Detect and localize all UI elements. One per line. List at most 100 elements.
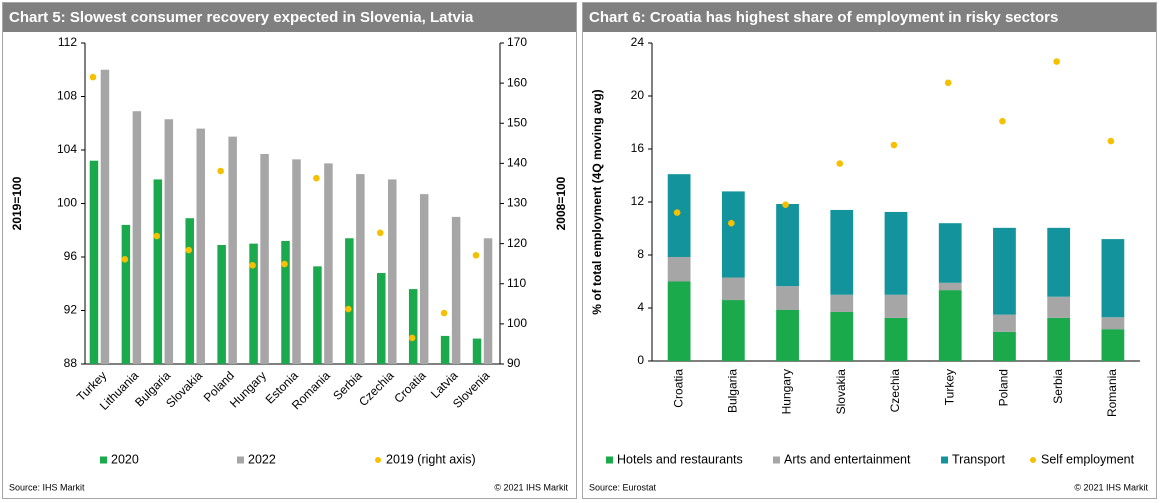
y2-tick-label: 110 — [507, 276, 526, 290]
dot — [408, 334, 416, 342]
bar — [472, 338, 482, 364]
bar-segment — [776, 286, 799, 310]
bar-segment — [884, 211, 908, 295]
bar-segment — [884, 317, 908, 361]
y-axis-label: 2019=100 — [10, 176, 24, 230]
legend-label: Transport — [952, 452, 1006, 466]
bar-segment — [776, 203, 799, 287]
bar-segment — [993, 227, 1016, 315]
bar — [483, 238, 493, 364]
bar-segment — [667, 281, 691, 361]
dot — [376, 229, 384, 237]
x-tick-label: Slovakia — [163, 368, 205, 410]
y2-tick-label: 160 — [507, 75, 527, 89]
bar-segment — [830, 311, 854, 361]
legend-label: Self employment — [1041, 452, 1135, 466]
bar-segment — [884, 294, 908, 318]
y-tick-label: 104 — [57, 142, 77, 156]
y-tick-label: 108 — [57, 89, 77, 103]
dot — [782, 201, 789, 208]
dot — [313, 174, 320, 182]
bar — [185, 218, 194, 364]
panel-border — [2, 2, 577, 499]
dot — [121, 255, 129, 263]
dot — [1053, 58, 1060, 65]
dot — [185, 246, 193, 254]
source: Source: IHS Markit — [9, 482, 85, 492]
bar — [260, 154, 269, 364]
y2-tick-label: 90 — [507, 356, 521, 370]
bar-segment — [1047, 317, 1071, 361]
bar — [196, 128, 205, 364]
bar-segment — [1101, 239, 1125, 318]
y-tick-label: 12 — [631, 194, 645, 208]
y-axis-label: % of total employment (4Q moving avg) — [590, 89, 604, 314]
y-tick-label: 20 — [631, 88, 645, 102]
source: Source: Eurostat — [589, 482, 657, 492]
x-tick-label: Poland — [997, 369, 1011, 406]
x-tick-label: Bulgaria — [726, 369, 740, 413]
bar — [228, 136, 237, 364]
dot — [1107, 137, 1115, 145]
bar-segment — [938, 223, 962, 283]
x-tick-label: Slovakia — [834, 369, 848, 415]
bar-segment — [993, 314, 1016, 332]
y2-tick-label: 130 — [507, 196, 527, 210]
bar — [164, 119, 174, 364]
legend-label: 2019 (right axis) — [386, 452, 476, 466]
dot — [217, 167, 224, 175]
y2-tick-label: 170 — [507, 35, 527, 49]
legend-label: Hotels and restaurants — [617, 452, 743, 466]
bar — [89, 160, 99, 364]
y2-tick-label: 150 — [507, 115, 527, 129]
bar — [292, 159, 301, 364]
bar-segment — [938, 290, 962, 361]
panel-border — [582, 2, 1157, 499]
legend-marker — [606, 456, 613, 464]
bar — [153, 179, 163, 364]
chart-title: Chart 6: Croatia has highest share of em… — [589, 9, 1058, 26]
bar-segment — [1047, 296, 1071, 318]
y-tick-label: 100 — [57, 196, 77, 210]
dot — [673, 209, 681, 216]
y2-tick-label: 140 — [507, 156, 527, 170]
dot — [345, 305, 352, 313]
bar — [388, 179, 397, 364]
dot — [944, 79, 952, 87]
y-tick-label: 96 — [64, 249, 78, 263]
bar — [132, 111, 142, 365]
y2-axis-label: 2008=100 — [554, 176, 568, 230]
bar-segment — [938, 282, 962, 291]
header-bar — [583, 3, 1156, 32]
dot — [472, 251, 480, 259]
x-tick-label: Croatia — [671, 369, 685, 408]
bar — [281, 240, 290, 364]
bar-segment — [993, 331, 1016, 361]
bar-segment — [1101, 329, 1125, 361]
dot — [836, 160, 844, 167]
bar — [313, 266, 322, 364]
bar-segment — [1101, 317, 1125, 330]
y-tick-label: 24 — [631, 35, 645, 49]
bar — [440, 335, 450, 364]
legend-marker — [100, 456, 107, 464]
bar-segment — [721, 300, 745, 361]
dot — [89, 73, 97, 81]
y-tick-label: 16 — [631, 141, 645, 155]
bar — [345, 238, 354, 364]
x-tick-label: Croatia — [391, 368, 428, 405]
x-tick-label: Turkey — [942, 369, 956, 405]
chart-title: Chart 5: Slowest consumer recovery expec… — [9, 9, 474, 26]
copyright: © 2021 IHS Markit — [1074, 482, 1148, 492]
y-tick-label: 4 — [637, 300, 644, 314]
bar-segment — [1047, 227, 1071, 297]
y2-tick-label: 100 — [507, 316, 527, 330]
x-tick-label: Romania — [1105, 369, 1119, 417]
x-tick-label: Czechia — [888, 369, 902, 413]
bar — [121, 224, 131, 364]
legend-label: 2020 — [111, 452, 139, 466]
bar-segment — [667, 174, 691, 257]
header-bar — [3, 3, 576, 32]
bar — [377, 273, 386, 364]
